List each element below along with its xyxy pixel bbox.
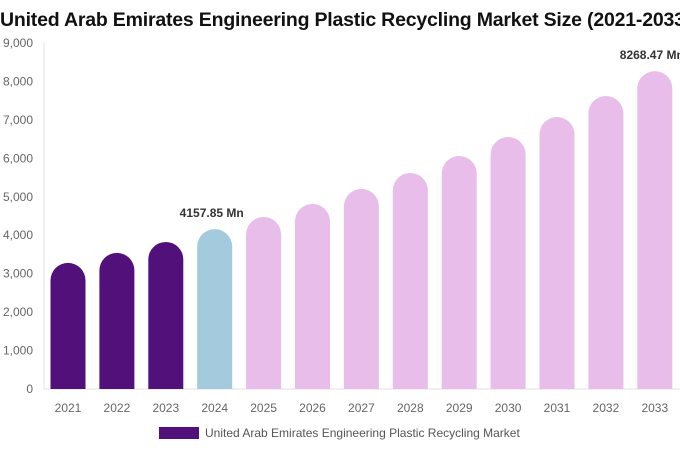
y-tick-label: 8,000 [3,74,33,88]
y-tick-label: 0 [26,382,33,396]
x-tick-label: 2027 [348,401,375,415]
bar-2031 [539,117,575,389]
data-label: 4157.85 Mn [180,206,244,220]
bar-2032 [588,96,624,389]
bar-2021 [50,262,86,389]
bar-2029 [441,156,477,389]
y-tick-label: 1,000 [3,344,33,358]
legend-label: United Arab Emirates Engineering Plastic… [205,426,520,440]
bar-2022 [99,252,135,389]
x-tick-label: 2023 [152,401,179,415]
x-tick-label: 2032 [593,401,620,415]
y-tick-label: 2,000 [3,305,33,319]
y-tick-label: 4,000 [3,228,33,242]
y-tick-label: 3,000 [3,267,33,281]
y-tick-label: 6,000 [3,151,33,165]
x-tick-label: 2024 [201,401,228,415]
x-tick-label: 2033 [641,401,668,415]
bar-2027 [343,188,379,389]
legend-swatch [159,427,199,439]
chart-title: United Arab Emirates Engineering Plastic… [0,9,680,31]
bar-2026 [295,203,330,389]
bar-2028 [392,172,428,389]
x-tick-label: 2021 [55,401,82,415]
x-tick-label: 2026 [299,401,326,415]
bar-2025 [246,216,282,389]
y-tick-label: 7,000 [3,113,33,127]
y-tick-label: 9,000 [3,36,33,50]
bar-2023 [148,241,184,389]
x-tick-label: 2025 [250,401,277,415]
data-label: 8268.47 Mn [620,48,680,62]
bar-2024 [197,229,233,389]
x-tick-label: 2028 [397,401,424,415]
x-tick-label: 2031 [544,401,571,415]
x-tick-label: 2029 [446,401,473,415]
y-tick-label: 5,000 [3,190,33,204]
x-tick-label: 2030 [495,401,522,415]
legend: United Arab Emirates Engineering Plastic… [159,426,520,440]
bar-2030 [490,137,526,389]
bar-2033 [637,71,673,390]
x-tick-label: 2022 [104,401,131,415]
